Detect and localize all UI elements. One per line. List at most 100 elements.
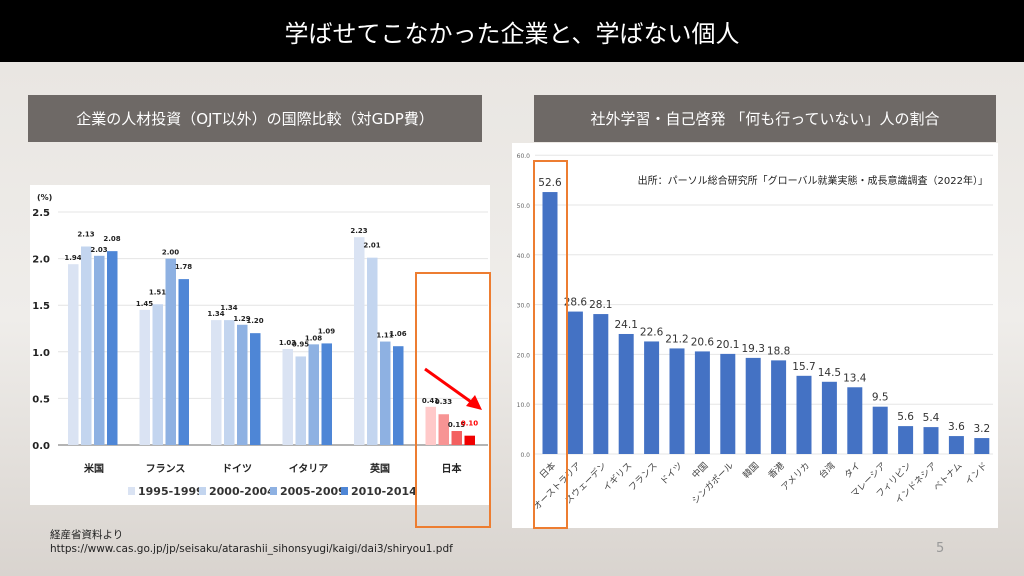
y-tick-label: 40.0 [517, 253, 531, 260]
data-label: 0.33 [435, 398, 452, 406]
y-tick-label: 10.0 [517, 402, 531, 409]
data-label: 28.6 [564, 297, 588, 309]
legend-swatch [199, 487, 206, 495]
data-label: 2.01 [363, 242, 380, 250]
bar [974, 438, 990, 454]
data-label: 20.1 [716, 339, 739, 351]
bar [872, 406, 888, 454]
y-tick-label: 1.5 [32, 301, 50, 312]
bar [438, 414, 449, 445]
bar [425, 406, 436, 445]
x-tick-label: 米国 [84, 462, 104, 475]
bar [821, 381, 837, 454]
legend-swatch [341, 487, 348, 495]
data-label: 2.23 [350, 227, 367, 235]
bar [295, 356, 306, 445]
x-tick-label: インド [964, 461, 990, 487]
data-label: 2.13 [77, 230, 94, 238]
data-label: 5.6 [897, 411, 914, 423]
data-label: 18.8 [767, 345, 790, 357]
bar [139, 309, 150, 445]
legend-swatch [128, 487, 135, 495]
y-tick-label: 0.0 [32, 441, 50, 452]
bar [354, 237, 365, 445]
legend-swatch [270, 487, 277, 495]
x-tick-label: イタリア [289, 463, 329, 475]
x-tick-label: 英国 [369, 462, 390, 475]
y-axis-unit: (%) [37, 193, 52, 202]
bar [948, 436, 964, 454]
bar [847, 387, 863, 454]
data-label: 0.15 [448, 421, 465, 429]
data-label: 9.5 [872, 392, 889, 404]
x-tick-label: 香港 [765, 460, 786, 481]
data-label: 2.08 [103, 235, 120, 243]
highlight-box [533, 160, 568, 529]
data-label: 1.29 [233, 315, 250, 323]
bar [720, 353, 736, 454]
bar [211, 320, 222, 445]
data-label: 2.03 [90, 246, 107, 254]
data-label: 3.2 [973, 423, 990, 435]
arrow-head [466, 395, 482, 410]
bar [237, 324, 248, 445]
right-chart-panel [512, 143, 998, 528]
slide-title: 学ばせてこなかった企業と、学ばない個人 [0, 0, 1024, 62]
y-tick-label: 0.0 [520, 452, 530, 459]
bar [771, 360, 787, 454]
bar [567, 311, 583, 454]
legend-label: 1995-1999 [138, 485, 204, 498]
data-label: 1.34 [207, 310, 224, 318]
data-label: 20.6 [691, 336, 715, 348]
data-label: 1.20 [246, 317, 263, 325]
data-label: 1.45 [136, 300, 153, 308]
data-label: 3.6 [948, 421, 965, 433]
y-tick-label: 2.5 [32, 208, 50, 219]
page-number: 5 [936, 541, 945, 556]
bar [380, 341, 391, 445]
bar [282, 349, 293, 445]
data-label: 1.94 [64, 254, 81, 262]
x-tick-label: 韓国 [741, 460, 762, 481]
source-note: 経産省資料より https://www.cas.go.jp/jp/seisaku… [50, 528, 453, 556]
data-label: 22.6 [640, 326, 664, 338]
x-tick-label: アメリカ [779, 460, 812, 493]
data-label: 0.10 [461, 420, 478, 428]
y-tick-label: 2.0 [32, 255, 50, 266]
x-tick-label: タイ [842, 460, 863, 481]
bar [644, 341, 660, 454]
bar [178, 279, 189, 445]
bar [81, 246, 92, 445]
bar [898, 426, 914, 454]
data-label: 15.7 [792, 361, 815, 373]
bar [321, 343, 332, 445]
data-label: 1.11 [376, 332, 393, 340]
bar [152, 304, 163, 445]
bar [464, 435, 475, 445]
bar [68, 264, 79, 445]
right-chart-header: 社外学習・自己啓発 「何も行っていない」人の割合 [534, 95, 996, 142]
legend-label: 2000-2004 [209, 485, 275, 498]
data-label: 1.34 [220, 304, 237, 312]
bar [694, 351, 710, 454]
x-tick-label: ドイツ [222, 463, 252, 475]
legend-label: 2005-2009 [280, 485, 346, 498]
data-label: 1.06 [389, 330, 406, 338]
bar [367, 257, 378, 445]
bar [94, 255, 105, 445]
bar [250, 333, 261, 445]
y-tick-label: 60.0 [517, 153, 531, 160]
y-tick-label: 30.0 [517, 303, 531, 310]
data-label: 1.51 [149, 288, 166, 296]
data-label: 5.4 [923, 412, 940, 424]
bar [618, 333, 634, 454]
source-url[interactable]: https://www.cas.go.jp/jp/seisaku/atarash… [50, 543, 453, 555]
bar [165, 258, 176, 445]
data-label: 24.1 [615, 319, 638, 331]
data-label: 1.03 [279, 339, 296, 347]
y-tick-label: 1.0 [32, 348, 50, 359]
data-label: 21.2 [665, 333, 688, 345]
bar [393, 346, 404, 445]
data-label: 1.78 [175, 263, 192, 271]
